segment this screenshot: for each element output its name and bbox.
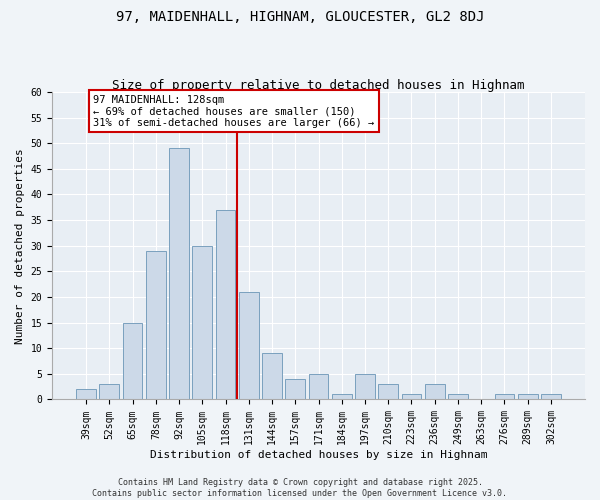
Bar xyxy=(494,394,514,400)
Bar xyxy=(76,389,96,400)
Bar xyxy=(262,354,282,400)
Text: 97 MAIDENHALL: 128sqm
← 69% of detached houses are smaller (150)
31% of semi-det: 97 MAIDENHALL: 128sqm ← 69% of detached … xyxy=(93,94,374,128)
Text: 97, MAIDENHALL, HIGHNAM, GLOUCESTER, GL2 8DJ: 97, MAIDENHALL, HIGHNAM, GLOUCESTER, GL2… xyxy=(116,10,484,24)
Bar xyxy=(518,394,538,400)
Title: Size of property relative to detached houses in Highnam: Size of property relative to detached ho… xyxy=(112,79,525,92)
Text: Contains HM Land Registry data © Crown copyright and database right 2025.
Contai: Contains HM Land Registry data © Crown c… xyxy=(92,478,508,498)
Bar xyxy=(448,394,468,400)
Bar xyxy=(123,322,142,400)
Bar xyxy=(169,148,189,400)
Bar xyxy=(401,394,421,400)
Bar xyxy=(239,292,259,400)
Bar xyxy=(541,394,561,400)
Bar xyxy=(146,251,166,400)
X-axis label: Distribution of detached houses by size in Highnam: Distribution of detached houses by size … xyxy=(150,450,487,460)
Bar xyxy=(355,374,375,400)
Y-axis label: Number of detached properties: Number of detached properties xyxy=(15,148,25,344)
Bar xyxy=(425,384,445,400)
Bar xyxy=(286,379,305,400)
Bar xyxy=(100,384,119,400)
Bar xyxy=(215,210,235,400)
Bar xyxy=(308,374,328,400)
Bar xyxy=(379,384,398,400)
Bar xyxy=(332,394,352,400)
Bar xyxy=(193,246,212,400)
